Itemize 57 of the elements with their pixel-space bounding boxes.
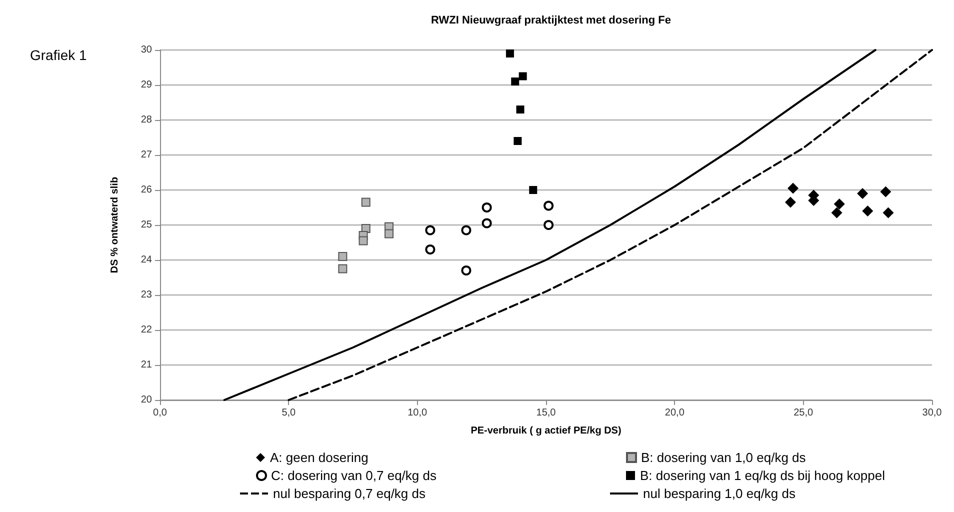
point <box>482 218 492 228</box>
legend-label: B: dosering van 1 eq/kg ds bij hoog koppel <box>640 468 886 483</box>
point <box>518 72 527 80</box>
x-tick-label: 15,0 <box>536 408 556 418</box>
chart-title: RWZI Nieuwgraaf praktijktest met dosering Fe <box>430 14 672 26</box>
y-tick-label: 26 <box>140 184 152 196</box>
x-tick-label: 20,0 <box>664 408 685 418</box>
point <box>831 207 842 218</box>
point <box>425 225 436 236</box>
legend-label: C: dosering van 0,7 eq/kg ds <box>271 468 437 483</box>
point <box>529 186 538 194</box>
point <box>882 207 894 218</box>
y-tick-label: 27 <box>140 150 152 160</box>
point <box>361 198 370 207</box>
line-series <box>288 49 933 401</box>
point <box>862 206 874 216</box>
x-tick-label: 10,0 <box>408 408 428 418</box>
x-tick-label: 25,0 <box>794 408 814 418</box>
point <box>516 106 524 114</box>
y-tick-label: 20 <box>140 394 152 406</box>
point <box>358 236 368 246</box>
x-tick-label: 30,0 <box>922 408 942 418</box>
legend-label: nul besparing 1,0 eq/kg ds <box>643 486 796 501</box>
y-tick-label: 22 <box>140 324 152 336</box>
y-tick-label: 29 <box>140 80 152 90</box>
point <box>544 220 554 230</box>
y-tick-label: 24 <box>140 254 152 266</box>
point <box>880 186 892 198</box>
y-tick-label: 30 <box>140 44 152 56</box>
point <box>384 229 394 238</box>
y-tick-label: 23 <box>140 290 152 300</box>
x-tick-label: 5,0 <box>282 408 296 418</box>
text: Grafiek 1 <box>30 47 88 63</box>
point <box>461 266 472 276</box>
x-axis-title: PE-verbruik ( g actief PE/kg DS) <box>470 426 622 436</box>
legend-label: B: dosering van 1,0 eq/kg ds <box>641 450 806 465</box>
point <box>425 244 436 254</box>
point <box>834 198 845 210</box>
point <box>482 202 492 212</box>
x-tick-label: 0,0 <box>153 408 168 418</box>
point <box>857 188 868 199</box>
line-series <box>223 49 876 401</box>
point <box>506 50 514 58</box>
legend-label: nul besparing 0,7 eq/kg ds <box>273 486 426 501</box>
y-tick-label: 21 <box>140 360 152 370</box>
y-tick-label: 25 <box>140 220 152 230</box>
point <box>544 200 554 211</box>
point <box>514 137 522 145</box>
point <box>784 196 796 208</box>
point <box>788 182 799 194</box>
point <box>338 252 348 261</box>
point <box>511 78 520 86</box>
point <box>338 264 348 274</box>
y-axis-title: DS % ontwaterd slib <box>110 176 120 274</box>
point <box>461 225 472 236</box>
y-tick-label: 28 <box>140 114 152 126</box>
legend-label: A: geen dosering <box>270 450 368 465</box>
